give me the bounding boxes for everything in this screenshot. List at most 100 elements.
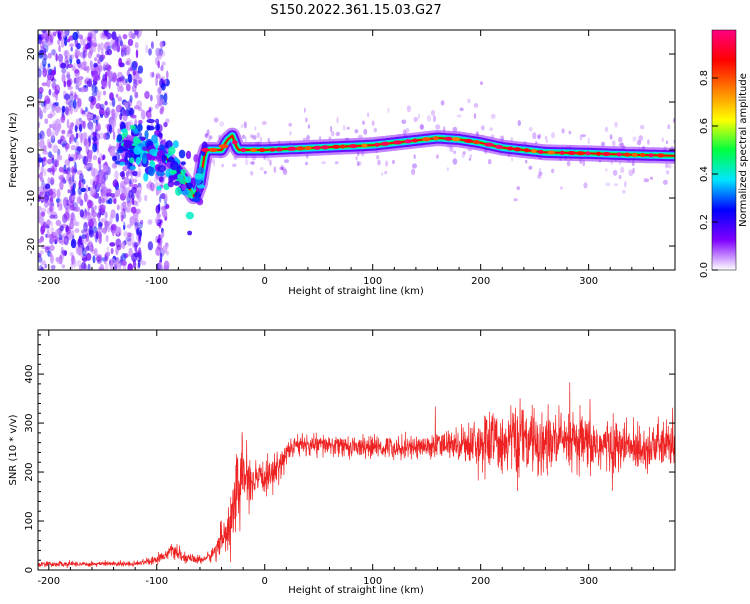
x-tick-label: 0 [262,276,268,287]
snr-frame [37,329,676,571]
noise-blob [60,246,64,253]
noise-blob [75,245,80,251]
noise-blob [385,160,389,167]
noise-blob [159,107,164,115]
noise-blob [538,171,543,177]
noise-blob [44,183,51,190]
noise-blob [156,122,160,131]
noise-blob [138,252,142,262]
noise-blob [150,182,155,192]
noise-blob [280,165,284,171]
ridge-bead [218,144,229,149]
noise-blob [537,133,542,139]
noise-blob [66,79,72,88]
noise-blob [74,91,77,101]
noise-blob [61,264,66,269]
ridge-bead [451,137,460,142]
noise-blob [405,128,410,133]
noise-blob [121,109,126,116]
noise-blob [612,169,618,176]
ridge-bead [296,146,305,151]
noise-blob [119,40,124,47]
band-blob [178,149,186,159]
noise-blob [284,159,289,164]
noise-blob [433,115,436,123]
noise-blob [92,193,98,198]
noise-blob [43,47,47,56]
snr-ylabel: SNR (10 * v/v) [8,414,19,485]
noise-blob [121,170,125,180]
noise-blob [164,193,168,203]
colorbar-tick-label: 0.4 [699,166,710,182]
noise-blob [50,49,56,56]
noise-blob [73,158,76,164]
noise-blob [305,117,308,123]
noise-blob [134,91,139,99]
noise-blob [45,245,51,251]
noise-blob [128,30,134,39]
noise-blob [82,50,86,59]
noise-blob [105,106,111,116]
noise-blob [568,130,572,135]
noise-blob [305,161,308,166]
colorbar-tick-label: 0.6 [699,118,710,134]
noise-blob [69,136,72,145]
noise-blob [647,139,650,145]
spectrogram-xlabel: Height of straight line (km) [288,286,424,297]
noise-blob [469,154,473,158]
noise-blob [114,108,119,118]
noise-blob [52,48,57,58]
noise-blob [38,153,41,158]
x-tick-label: -200 [37,576,60,587]
noise-blob [137,132,143,138]
band-blob [194,172,203,180]
noise-blob [129,95,133,103]
noise-blob [45,97,51,104]
y-tick-label: 300 [24,414,35,433]
noise-blob [566,160,571,167]
noise-blob [639,124,645,130]
noise-blob [134,30,140,36]
noise-blob [71,165,77,176]
ridge-bead [258,148,266,152]
noise-blob [70,262,74,270]
noise-blob [42,41,45,48]
noise-blob [44,246,50,253]
noise-blob [117,33,122,42]
noise-blob [92,255,96,264]
noise-blob [54,126,59,136]
band-blob [168,146,176,155]
noise-blob [99,152,103,162]
noise-blob [103,132,107,140]
ridge-bead [495,144,503,149]
noise-blob [132,170,139,177]
noise-blob [64,106,69,115]
noise-blob [52,166,55,176]
ridge-bead [616,152,622,157]
band-blob [197,166,205,174]
noise-blob [251,161,255,166]
noise-blob [426,115,432,122]
noise-blob [123,231,129,237]
noise-blob [524,159,528,164]
noise-blob [137,249,143,259]
y-tick-label: 400 [24,365,35,384]
noise-blob [111,127,115,133]
noise-blob [273,166,277,173]
noise-blob [69,90,74,96]
noise-blob [71,65,76,72]
noise-blob [99,42,105,51]
ridge-bead [349,144,358,149]
ridge-bead [201,148,210,152]
noise-blob [206,129,210,136]
noise-blob [46,158,53,165]
noise-blob [55,53,58,62]
noise-blob [99,103,105,111]
noise-blob [319,136,322,141]
noise-blob [401,119,407,125]
noise-blob [92,143,98,153]
noise-blob [38,216,44,225]
noise-blob [87,36,92,41]
noise-blob [117,263,122,268]
